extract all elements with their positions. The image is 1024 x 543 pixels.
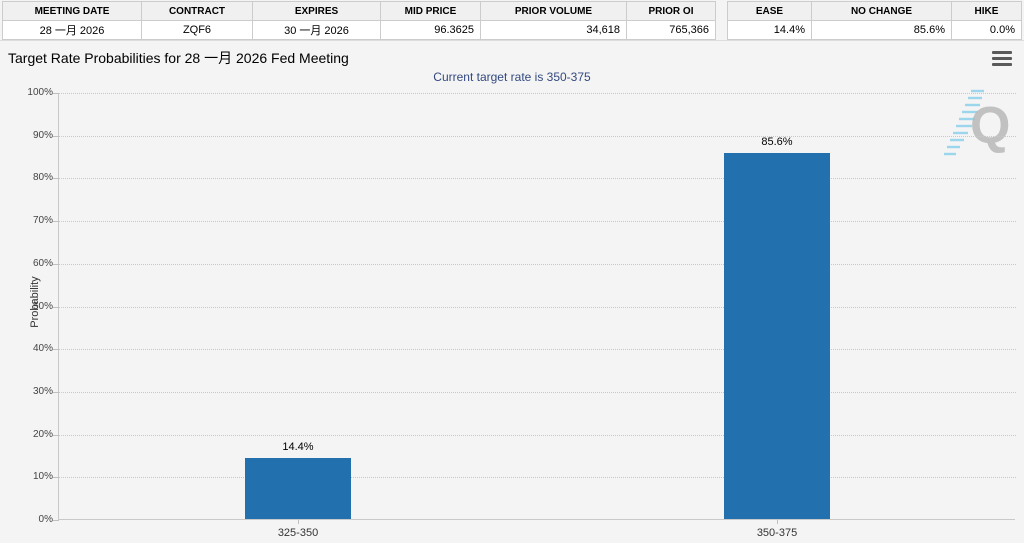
y-tick-label: 80% bbox=[32, 172, 53, 183]
y-tick-mark bbox=[53, 178, 59, 179]
prior-oi-value: 765,366 bbox=[626, 20, 716, 40]
contract-table-value-row: 28 一月 2026 ZQF6 30 一月 2026 96.3625 34,61… bbox=[2, 20, 716, 40]
ease-value: 14.4% bbox=[727, 20, 812, 40]
table-chart-divider bbox=[0, 40, 1024, 41]
chart-title: Target Rate Probabilities for 28 一月 2026… bbox=[8, 50, 349, 66]
probability-bar[interactable] bbox=[724, 153, 830, 519]
ease-header: EASE bbox=[727, 1, 812, 21]
y-tick-mark bbox=[53, 136, 59, 137]
y-gridline bbox=[59, 477, 1016, 478]
y-tick-mark bbox=[53, 392, 59, 393]
no-change-header: NO CHANGE bbox=[811, 1, 952, 21]
y-tick-label: 20% bbox=[32, 429, 53, 440]
probability-bar[interactable] bbox=[245, 458, 351, 519]
probability-table-header-row: EASE NO CHANGE HIKE bbox=[727, 1, 1022, 21]
mid-price-header: MID PRICE bbox=[380, 1, 481, 21]
y-tick-label: 50% bbox=[32, 301, 53, 312]
y-tick-label: 10% bbox=[32, 471, 53, 482]
y-gridline bbox=[59, 178, 1016, 179]
y-tick-mark bbox=[53, 221, 59, 222]
y-gridline bbox=[59, 93, 1016, 94]
meeting-date-value: 28 一月 2026 bbox=[2, 20, 142, 40]
y-tick-label: 90% bbox=[32, 130, 53, 141]
y-gridline bbox=[59, 221, 1016, 222]
y-tick-label: 40% bbox=[32, 343, 53, 354]
x-tick-mark bbox=[298, 520, 299, 524]
y-gridline bbox=[59, 136, 1016, 137]
y-gridline bbox=[59, 349, 1016, 350]
prior-oi-header: PRIOR OI bbox=[626, 1, 716, 21]
contract-info-table: MEETING DATE CONTRACT EXPIRES MID PRICE … bbox=[2, 1, 716, 40]
y-gridline bbox=[59, 435, 1016, 436]
contract-value: ZQF6 bbox=[141, 20, 253, 40]
hamburger-menu-icon[interactable] bbox=[992, 51, 1012, 66]
contract-table-header-row: MEETING DATE CONTRACT EXPIRES MID PRICE … bbox=[2, 1, 716, 21]
plot-area: Probability 0% 10% 20% 30% 40% 50% 60% 70% 80% 90… bbox=[27, 87, 1016, 539]
bar-value-label: 14.4% bbox=[282, 441, 314, 453]
y-tick-label: 70% bbox=[32, 215, 53, 226]
hike-header: HIKE bbox=[951, 1, 1022, 21]
y-tick-label: 60% bbox=[32, 258, 53, 269]
no-change-value: 85.6% bbox=[811, 20, 952, 40]
x-category-label: 350-375 bbox=[756, 527, 798, 539]
rate-move-probability-table: EASE NO CHANGE HIKE 14.4% 85.6% 0.0% bbox=[727, 1, 1022, 40]
prior-volume-header: PRIOR VOLUME bbox=[480, 1, 627, 21]
y-gridline bbox=[59, 307, 1016, 308]
hamburger-bar bbox=[992, 63, 1012, 66]
hike-value: 0.0% bbox=[951, 20, 1022, 40]
meeting-date-header: MEETING DATE bbox=[2, 1, 142, 21]
hamburger-bar bbox=[992, 57, 1012, 60]
y-tick-label: 0% bbox=[38, 514, 53, 525]
y-tick-label: 100% bbox=[27, 87, 53, 98]
y-gridline bbox=[59, 264, 1016, 265]
y-tick-mark bbox=[53, 307, 59, 308]
y-gridline bbox=[59, 392, 1016, 393]
y-tick-mark bbox=[53, 264, 59, 265]
x-category-label: 325-350 bbox=[277, 527, 319, 539]
expires-header: EXPIRES bbox=[252, 1, 381, 21]
y-tick-label: 30% bbox=[32, 386, 53, 397]
prior-volume-value: 34,618 bbox=[480, 20, 627, 40]
x-tick-mark bbox=[777, 520, 778, 524]
y-tick-mark bbox=[53, 477, 59, 478]
expires-value: 30 一月 2026 bbox=[252, 20, 381, 40]
y-tick-mark bbox=[53, 520, 59, 521]
hamburger-bar bbox=[992, 51, 1012, 54]
y-tick-mark bbox=[53, 435, 59, 436]
y-tick-mark bbox=[53, 93, 59, 94]
mid-price-value: 96.3625 bbox=[380, 20, 481, 40]
chart-subtitle: Current target rate is 350-375 bbox=[433, 70, 591, 84]
y-tick-mark bbox=[53, 349, 59, 350]
probability-table-value-row: 14.4% 85.6% 0.0% bbox=[727, 20, 1022, 40]
bar-value-label: 85.6% bbox=[761, 136, 793, 148]
contract-header: CONTRACT bbox=[141, 1, 253, 21]
